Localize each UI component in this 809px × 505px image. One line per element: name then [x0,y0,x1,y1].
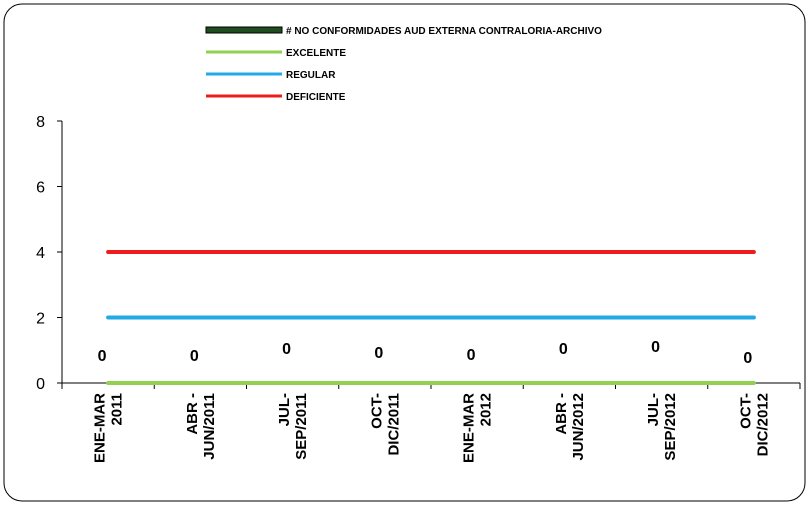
category-label-1-line-1: JUN/2011 [201,393,218,460]
data-label-1: 0 [190,348,199,365]
y-tick-label-3: 6 [36,180,45,197]
y-tick-label-4: 8 [36,114,45,131]
category-labels: ENE-MAR 2011 ABR - JUN/2011 JUL- SEP/2011 OCT-… [92,393,772,463]
data-label-4: 0 [467,347,476,364]
category-label-0-line-0: ENE-MAR [92,393,109,463]
legend-label-3: DEFICIENTE [286,92,346,103]
legend-label-1: EXCELENTE [286,48,346,59]
data-labels: 0 0 0 0 0 0 0 0 [98,339,753,367]
category-label-2-line-1: SEP/2011 [293,393,310,460]
category-label-2-line-0: JUL- [276,393,293,426]
data-label-6: 0 [651,339,660,356]
category-label-5-line-0: ABR - [553,393,570,435]
legend-swatch-0 [205,26,283,34]
data-label-2: 0 [282,341,291,358]
category-label-5-line-1: JUN/2012 [570,393,587,461]
category-label-3-line-0: OCT- [368,393,385,429]
category-label-4-line-0: ENE-MAR [461,393,478,463]
category-label-7-line-0: OCT- [737,393,754,429]
y-tick-label-1: 2 [36,311,45,328]
y-tick-label-0: 0 [36,376,45,393]
legend-label-0: # NO CONFORMIDADES AUD EXTERNA CONTRALOR… [286,26,602,37]
category-label-5: ABR - JUN/2012 [553,393,587,461]
data-label-7: 0 [743,350,752,367]
category-label-6: JUL- SEP/2012 [645,393,679,461]
category-label-7-line-1: DIC/2012 [754,393,771,456]
data-label-3: 0 [374,345,383,362]
category-label-6-line-1: SEP/2012 [662,393,679,461]
y-tick-label-2: 4 [36,245,45,262]
category-label-1-line-0: ABR - [184,393,201,435]
series-lines [106,250,756,385]
y-ticks: 0 2 4 6 8 [36,114,62,393]
data-label-0: 0 [98,348,107,365]
category-label-1: ABR - JUN/2011 [184,393,218,460]
category-label-6-line-0: JUL- [645,393,662,426]
legend: # NO CONFORMIDADES AUD EXTERNA CONTRALOR… [205,26,602,103]
category-label-4: ENE-MAR 2012 [461,393,495,463]
category-label-3: OCT- DIC/2011 [368,393,402,456]
data-label-5: 0 [559,341,568,358]
legend-label-2: REGULAR [286,70,336,81]
category-label-2: JUL- SEP/2011 [276,393,310,460]
category-label-0: ENE-MAR 2011 [92,393,126,463]
category-label-7: OCT- DIC/2012 [737,393,771,456]
category-label-4-line-1: 2012 [478,393,495,426]
category-label-3-line-1: DIC/2011 [385,393,402,456]
category-label-0-line-1: 2011 [109,393,126,426]
